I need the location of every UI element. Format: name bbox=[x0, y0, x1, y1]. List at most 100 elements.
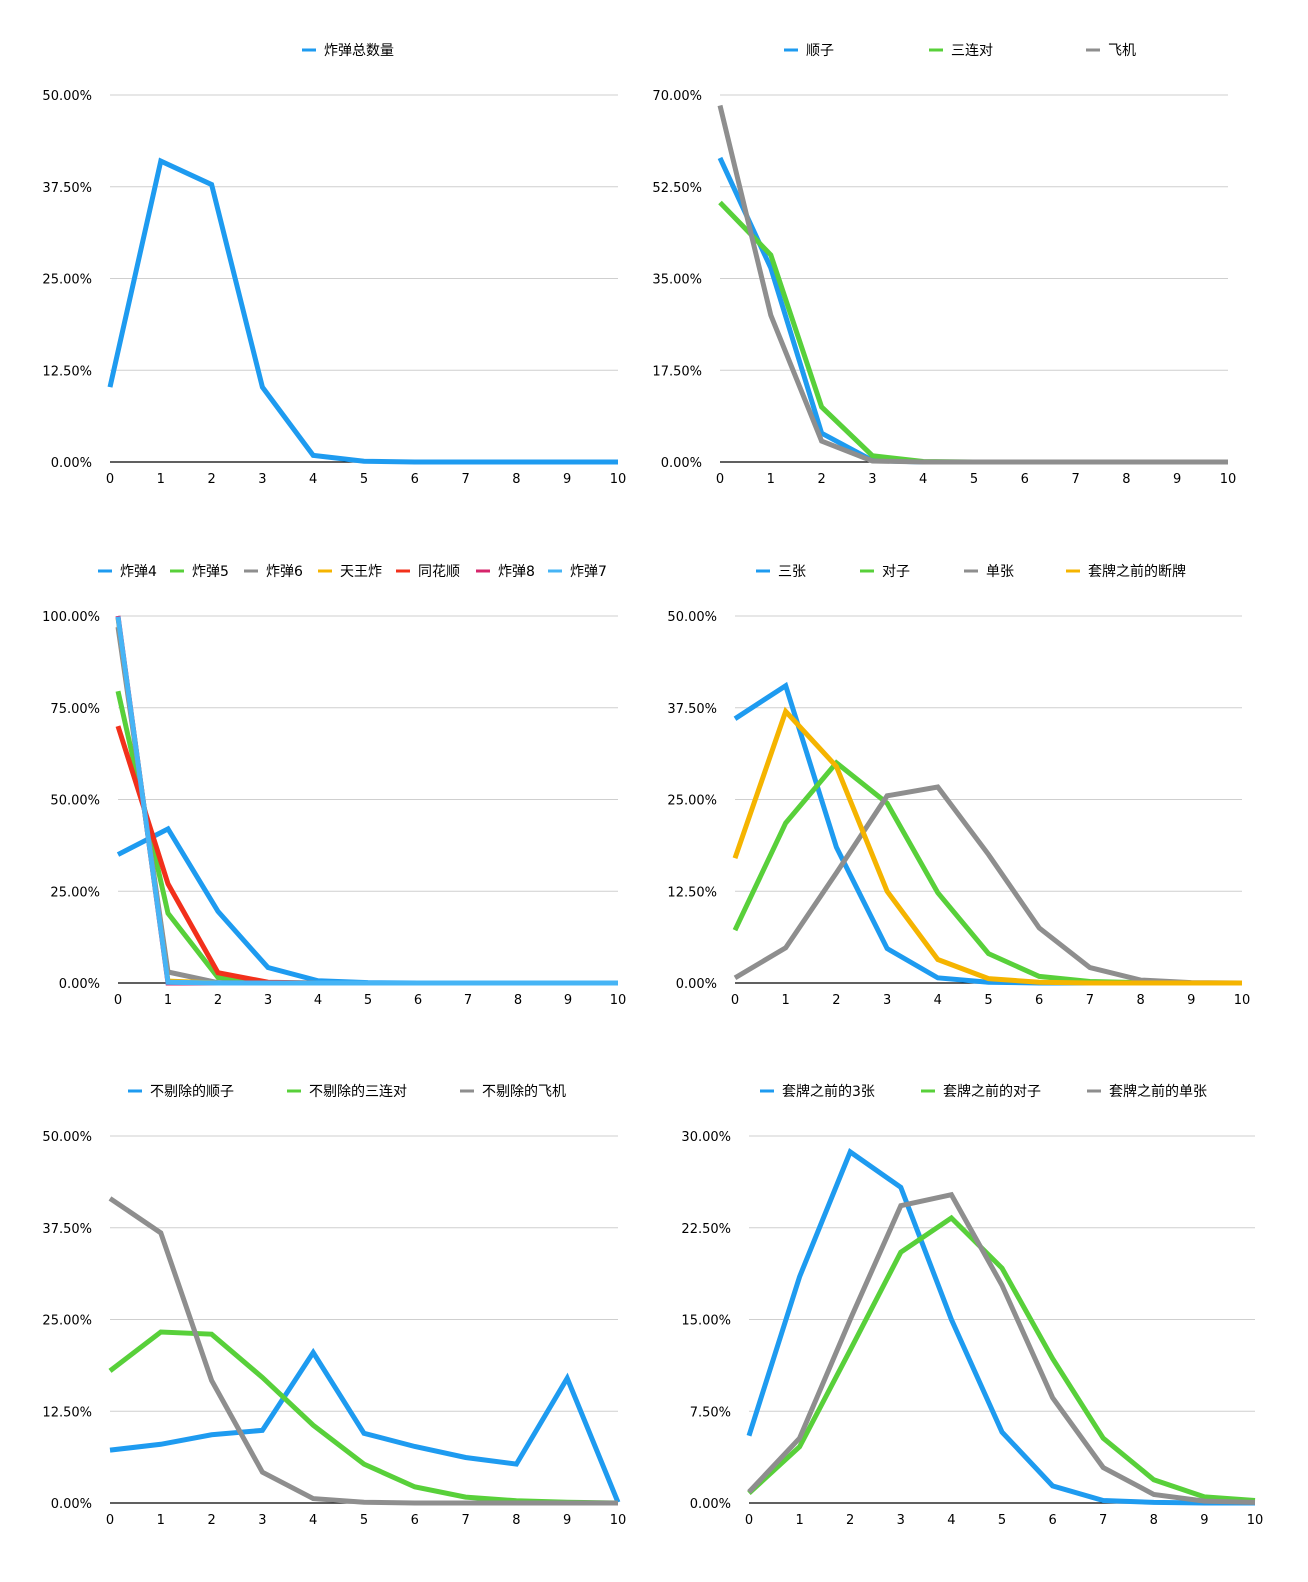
chart-panel-straights: 0.00% 17.50% 35.00% 52.50% 70.00% 0 1 2 3 4 5 6 7 8 9 1… bbox=[652, 0, 1308, 527]
y-tick-label: 17.50% bbox=[652, 364, 702, 379]
y-tick-label: 37.50% bbox=[42, 181, 92, 196]
x-tick-label: 9 bbox=[1187, 993, 1195, 1008]
legend-label: 套牌之前的单张 bbox=[1109, 1083, 1207, 1100]
x-tick-label: 8 bbox=[1136, 993, 1144, 1008]
x-tick-label: 3 bbox=[258, 1513, 266, 1528]
x-tick-label: 4 bbox=[309, 1513, 317, 1528]
x-tick-label: 3 bbox=[264, 993, 272, 1008]
x-tick-label: 3 bbox=[897, 1513, 905, 1528]
series-line-1 bbox=[109, 1347, 621, 1504]
x-tick-label: 10 bbox=[1220, 472, 1237, 487]
legend-label: 炸弹5 bbox=[192, 564, 229, 580]
line-chart-straights: 0.00% 17.50% 35.00% 52.50% 70.00% 0 1 2 3 4 5 6 7 8 9 1… bbox=[652, 43, 1237, 487]
y-tick-label: 52.50% bbox=[652, 181, 702, 196]
x-tick-label: 1 bbox=[795, 1513, 803, 1528]
x-tick-label: 10 bbox=[610, 472, 627, 487]
legend-label: 天王炸 bbox=[340, 564, 382, 580]
y-tick-label: 12.50% bbox=[42, 364, 92, 379]
x-tick-label: 6 bbox=[1035, 993, 1043, 1008]
x-tick-label: 1 bbox=[157, 1513, 165, 1528]
series-line-1 bbox=[116, 825, 618, 986]
x-tick-label: 7 bbox=[1071, 472, 1079, 487]
x-tick-label: 1 bbox=[164, 993, 172, 1008]
x-tick-label: 6 bbox=[414, 993, 422, 1008]
legend-label: 炸弹总数量 bbox=[324, 43, 394, 59]
x-tick-label: 5 bbox=[998, 1513, 1006, 1528]
x-tick-label: 0 bbox=[106, 1513, 114, 1528]
x-tick-label: 6 bbox=[411, 472, 419, 487]
x-tick-label: 0 bbox=[114, 993, 122, 1008]
legend-label: 炸弹8 bbox=[498, 564, 535, 580]
y-tick-label: 0.00% bbox=[676, 977, 717, 992]
legend-label: 单张 bbox=[986, 564, 1014, 580]
y-tick-label: 25.00% bbox=[667, 794, 717, 809]
x-tick-label: 2 bbox=[214, 993, 222, 1008]
legend-label: 三连对 bbox=[951, 43, 993, 59]
x-tick-label: 4 bbox=[314, 993, 322, 1008]
line-chart-unremoved: 0.00% 12.50% 25.00% 37.50% 50.00% 0 1 2 3 4 5 6 7 8 9 1… bbox=[42, 1084, 627, 1528]
line-chart-bomb-types: 0.00% 25.00% 50.00% 75.00% 100.00% 0 1 2 3 4 5 6 7 8 9… bbox=[42, 564, 627, 1008]
line-chart-before-sets: 0.00% 7.50% 15.00% 22.50% 30.00% 0 1 2 3 4 5 6 7 8 9 10… bbox=[681, 1083, 1263, 1528]
x-tick-label: 9 bbox=[563, 1513, 571, 1528]
line-chart-bomb-total: 0.00% 12.50% 25.00% 37.50% 50.00% 0 1 2 3 4 5 6 7 8 9 1… bbox=[42, 43, 627, 487]
legend-label: 不剔除的三连对 bbox=[309, 1084, 407, 1100]
y-tick-label: 15.00% bbox=[681, 1314, 731, 1329]
x-tick-label: 5 bbox=[984, 993, 992, 1008]
series-line-1 bbox=[717, 156, 1228, 465]
x-tick-label: 5 bbox=[360, 1513, 368, 1528]
legend-label: 对子 bbox=[882, 564, 910, 580]
y-tick-label: 100.00% bbox=[42, 610, 100, 625]
y-tick-label: 7.50% bbox=[690, 1405, 731, 1420]
y-tick-label: 37.50% bbox=[667, 702, 717, 717]
y-tick-label: 75.00% bbox=[50, 702, 100, 717]
x-tick-label: 0 bbox=[106, 472, 114, 487]
x-tick-label: 7 bbox=[461, 1513, 469, 1528]
series-line-3 bbox=[108, 1196, 618, 1506]
series-line-2 bbox=[732, 759, 1242, 986]
legend-label: 炸弹4 bbox=[120, 564, 157, 580]
x-tick-label: 9 bbox=[1200, 1513, 1208, 1528]
y-tick-label: 50.00% bbox=[42, 89, 92, 104]
series-line-3 bbox=[747, 1191, 1256, 1505]
series-line-2 bbox=[115, 690, 618, 986]
x-tick-label: 8 bbox=[514, 993, 522, 1008]
x-tick-label: 8 bbox=[512, 1513, 520, 1528]
y-tick-label: 70.00% bbox=[652, 89, 702, 104]
x-tick-label: 7 bbox=[461, 472, 469, 487]
x-tick-label: 6 bbox=[1021, 472, 1029, 487]
x-tick-label: 3 bbox=[868, 472, 876, 487]
chart-panel-bomb-total: 0.00% 12.50% 25.00% 37.50% 50.00% 0 1 2 3 4 5 6 7 8 9 1… bbox=[0, 0, 654, 527]
y-tick-label: 0.00% bbox=[59, 977, 100, 992]
x-tick-label: 10 bbox=[610, 1513, 627, 1528]
x-tick-label: 4 bbox=[919, 472, 927, 487]
x-tick-label: 6 bbox=[1048, 1513, 1056, 1528]
x-tick-label: 7 bbox=[1086, 993, 1094, 1008]
chart-panel-unremoved: 0.00% 12.50% 25.00% 37.50% 50.00% 0 1 2 3 4 5 6 7 8 9 1… bbox=[0, 1054, 654, 1581]
series-line-2 bbox=[718, 200, 1228, 465]
y-tick-label: 22.50% bbox=[681, 1222, 731, 1237]
y-tick-label: 12.50% bbox=[667, 885, 717, 900]
y-tick-label: 0.00% bbox=[51, 1497, 92, 1512]
legend-label: 同花顺 bbox=[418, 564, 460, 580]
x-tick-label: 2 bbox=[207, 472, 215, 487]
legend-label: 套牌之前的3张 bbox=[782, 1083, 875, 1100]
legend-label: 套牌之前的断牌 bbox=[1088, 563, 1186, 580]
y-tick-label: 25.00% bbox=[50, 885, 100, 900]
x-tick-label: 9 bbox=[564, 993, 572, 1008]
x-tick-label: 10 bbox=[610, 993, 627, 1008]
x-tick-label: 3 bbox=[258, 472, 266, 487]
x-tick-label: 6 bbox=[411, 1513, 419, 1528]
y-tick-label: 12.50% bbox=[42, 1405, 92, 1420]
legend-label: 炸弹7 bbox=[570, 564, 607, 580]
series-line-1 bbox=[746, 1148, 1255, 1506]
series-line-1 bbox=[733, 681, 1242, 986]
x-tick-label: 1 bbox=[767, 472, 775, 487]
x-tick-label: 1 bbox=[157, 472, 165, 487]
y-tick-label: 25.00% bbox=[42, 273, 92, 288]
y-tick-label: 25.00% bbox=[42, 1314, 92, 1329]
x-tick-label: 7 bbox=[1099, 1513, 1107, 1528]
y-tick-label: 0.00% bbox=[51, 456, 92, 471]
x-tick-label: 9 bbox=[563, 472, 571, 487]
line-chart-hand-shapes: 0.00% 12.50% 25.00% 37.50% 50.00% 0 1 2 3 4 5 6 7 8 9 1… bbox=[667, 563, 1250, 1008]
x-tick-label: 8 bbox=[1122, 472, 1130, 487]
